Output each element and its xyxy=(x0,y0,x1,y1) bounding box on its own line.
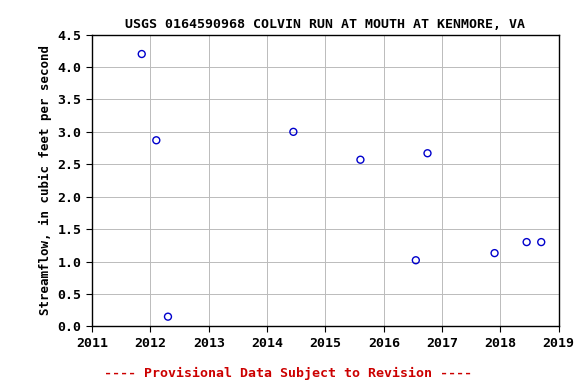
Point xyxy=(411,257,420,263)
Title: USGS 0164590968 COLVIN RUN AT MOUTH AT KENMORE, VA: USGS 0164590968 COLVIN RUN AT MOUTH AT K… xyxy=(126,18,525,31)
Point xyxy=(137,51,146,57)
Y-axis label: Streamflow, in cubic feet per second: Streamflow, in cubic feet per second xyxy=(39,45,52,316)
Point xyxy=(356,157,365,163)
Point xyxy=(522,239,531,245)
Point xyxy=(490,250,499,256)
Point xyxy=(164,314,173,320)
Point xyxy=(289,129,298,135)
Text: ---- Provisional Data Subject to Revision ----: ---- Provisional Data Subject to Revisio… xyxy=(104,367,472,380)
Point xyxy=(151,137,161,143)
Point xyxy=(537,239,546,245)
Point xyxy=(423,150,432,156)
